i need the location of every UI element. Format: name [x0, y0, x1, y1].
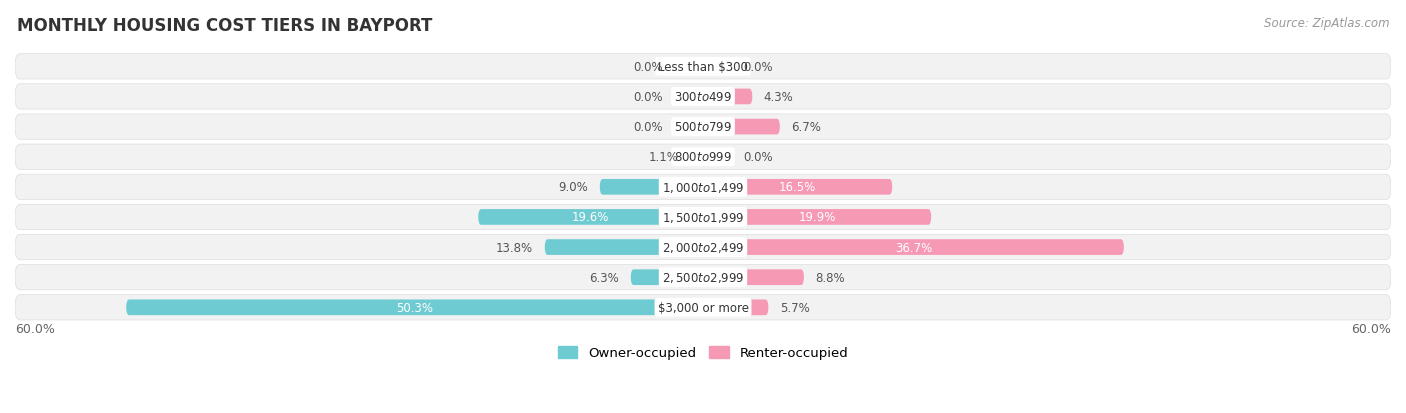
Text: Less than $300: Less than $300: [658, 61, 748, 74]
FancyBboxPatch shape: [127, 300, 703, 316]
FancyBboxPatch shape: [15, 175, 1391, 200]
Text: $3,000 or more: $3,000 or more: [658, 301, 748, 314]
FancyBboxPatch shape: [544, 240, 703, 255]
Text: $2,000 to $2,499: $2,000 to $2,499: [662, 240, 744, 254]
Text: MONTHLY HOUSING COST TIERS IN BAYPORT: MONTHLY HOUSING COST TIERS IN BAYPORT: [17, 17, 432, 34]
Text: $300 to $499: $300 to $499: [673, 91, 733, 104]
FancyBboxPatch shape: [690, 150, 703, 165]
FancyBboxPatch shape: [703, 119, 780, 135]
FancyBboxPatch shape: [15, 115, 1391, 140]
FancyBboxPatch shape: [15, 205, 1391, 230]
FancyBboxPatch shape: [703, 89, 752, 105]
Text: 6.3%: 6.3%: [589, 271, 619, 284]
Text: 36.7%: 36.7%: [894, 241, 932, 254]
FancyBboxPatch shape: [703, 180, 893, 195]
Text: Source: ZipAtlas.com: Source: ZipAtlas.com: [1264, 17, 1389, 29]
Text: 0.0%: 0.0%: [744, 61, 773, 74]
Text: $1,000 to $1,499: $1,000 to $1,499: [662, 180, 744, 195]
Text: 0.0%: 0.0%: [633, 91, 662, 104]
FancyBboxPatch shape: [703, 300, 768, 316]
Text: 0.0%: 0.0%: [633, 121, 662, 134]
Text: 60.0%: 60.0%: [15, 323, 55, 336]
FancyBboxPatch shape: [600, 180, 703, 195]
Text: $1,500 to $1,999: $1,500 to $1,999: [662, 211, 744, 224]
FancyBboxPatch shape: [15, 85, 1391, 110]
Text: 8.8%: 8.8%: [815, 271, 845, 284]
FancyBboxPatch shape: [15, 265, 1391, 290]
Text: $800 to $999: $800 to $999: [673, 151, 733, 164]
FancyBboxPatch shape: [703, 209, 931, 225]
FancyBboxPatch shape: [703, 270, 804, 285]
Text: 19.9%: 19.9%: [799, 211, 835, 224]
Text: 1.1%: 1.1%: [650, 151, 679, 164]
Text: 4.3%: 4.3%: [763, 91, 793, 104]
Text: $500 to $799: $500 to $799: [673, 121, 733, 134]
Legend: Owner-occupied, Renter-occupied: Owner-occupied, Renter-occupied: [553, 341, 853, 365]
Text: 13.8%: 13.8%: [496, 241, 533, 254]
Text: 0.0%: 0.0%: [744, 151, 773, 164]
Text: 5.7%: 5.7%: [780, 301, 810, 314]
Text: 50.3%: 50.3%: [396, 301, 433, 314]
Text: $2,500 to $2,999: $2,500 to $2,999: [662, 271, 744, 285]
FancyBboxPatch shape: [15, 235, 1391, 260]
FancyBboxPatch shape: [478, 209, 703, 225]
Text: 6.7%: 6.7%: [792, 121, 821, 134]
Text: 19.6%: 19.6%: [572, 211, 609, 224]
FancyBboxPatch shape: [15, 145, 1391, 170]
Text: 60.0%: 60.0%: [1351, 323, 1391, 336]
Text: 0.0%: 0.0%: [633, 61, 662, 74]
FancyBboxPatch shape: [15, 55, 1391, 80]
FancyBboxPatch shape: [703, 240, 1123, 255]
FancyBboxPatch shape: [15, 295, 1391, 320]
Text: 16.5%: 16.5%: [779, 181, 817, 194]
FancyBboxPatch shape: [631, 270, 703, 285]
Text: 9.0%: 9.0%: [558, 181, 588, 194]
